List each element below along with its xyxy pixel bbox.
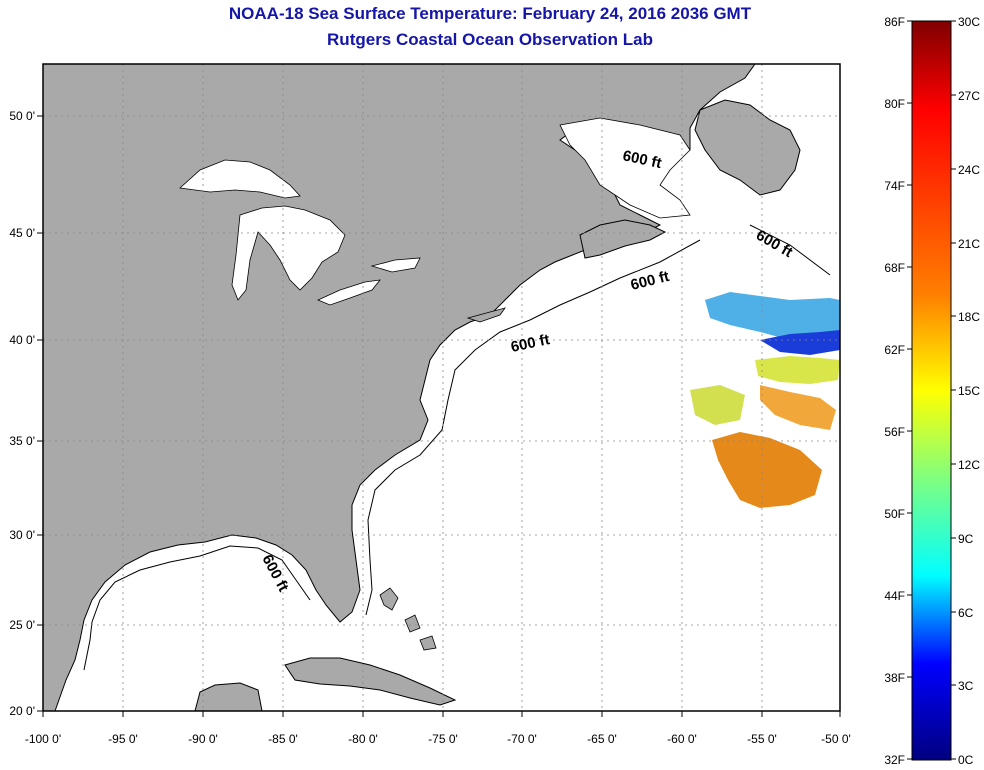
lon-label-80: -80 0' (348, 732, 378, 746)
land-nova-scotia (579, 219, 667, 259)
cb-label-c-6: 6C (958, 606, 974, 620)
graticule (43, 64, 840, 711)
lon-label-65: -65 0' (587, 732, 617, 746)
land-cuba (284, 657, 457, 706)
lon-label-50: -50 0' (821, 732, 851, 746)
land-newfoundland (694, 99, 801, 196)
cb-label-f-50: 50F (884, 507, 905, 521)
lake-erie (316, 279, 381, 306)
cb-label-f-56: 56F (884, 425, 905, 439)
lat-label-45: 45 0' (9, 226, 35, 240)
cb-label-c-15: 15C (958, 384, 980, 398)
colorbar (911, 20, 952, 761)
lat-label-40: 40 0' (9, 333, 35, 347)
lat-label-30: 30 0' (9, 528, 35, 542)
cb-label-c-18: 18C (958, 310, 980, 324)
lake-ontario (370, 257, 421, 273)
colorbar-ticks (907, 20, 956, 760)
cb-label-c-12: 12C (958, 458, 980, 472)
map-title: NOAA-18 Sea Surface Temperature: Februar… (228, 4, 752, 23)
cb-label-c-21: 21C (958, 237, 980, 251)
cb-label-c-30: 30C (958, 15, 980, 29)
cb-label-c-24: 24C (958, 163, 980, 177)
lon-label-75: -75 0' (428, 732, 458, 746)
cb-label-f-68: 68F (884, 261, 905, 275)
cb-label-c-0: 0C (958, 753, 974, 767)
cb-label-f-38: 38F (884, 671, 905, 685)
lake-michigan-huron (231, 205, 346, 301)
lon-label-90: -90 0' (188, 732, 218, 746)
lat-label-50: 50 0' (9, 109, 35, 123)
cb-label-c-27: 27C (958, 89, 980, 103)
map-subtitle: Rutgers Coastal Ocean Observation Lab (327, 30, 653, 49)
lat-label-25: 25 0' (9, 618, 35, 632)
gulf-st-lawrence (559, 117, 691, 219)
land-long-island (466, 307, 506, 323)
lon-label-85: -85 0' (268, 732, 298, 746)
frame-ticks (37, 115, 841, 717)
lon-label-60: -60 0' (667, 732, 697, 746)
lat-label-35: 35 0' (9, 434, 35, 448)
land-yucatan (194, 682, 263, 711)
sst-data-patch (690, 292, 840, 508)
isobath-600ft (365, 224, 831, 616)
lon-label-100: -100 0' (25, 732, 61, 746)
land-bahamas (379, 587, 437, 651)
cb-label-c-9: 9C (958, 532, 974, 546)
lon-label-55: -55 0' (747, 732, 777, 746)
cb-label-f-74: 74F (884, 179, 905, 193)
cb-label-f-86: 86F (884, 15, 905, 29)
lon-label-70: -70 0' (507, 732, 537, 746)
lon-label-95: -95 0' (108, 732, 138, 746)
cb-label-f-44: 44F (884, 589, 905, 603)
lat-label-20: 20 0' (9, 704, 35, 718)
cb-label-c-3: 3C (958, 679, 974, 693)
cb-label-f-80: 80F (884, 97, 905, 111)
cb-label-f-32: 32F (884, 753, 905, 767)
map-frame (42, 63, 841, 712)
isobath-gulf (83, 545, 311, 671)
cb-label-f-62: 62F (884, 343, 905, 357)
lake-superior (179, 159, 301, 199)
